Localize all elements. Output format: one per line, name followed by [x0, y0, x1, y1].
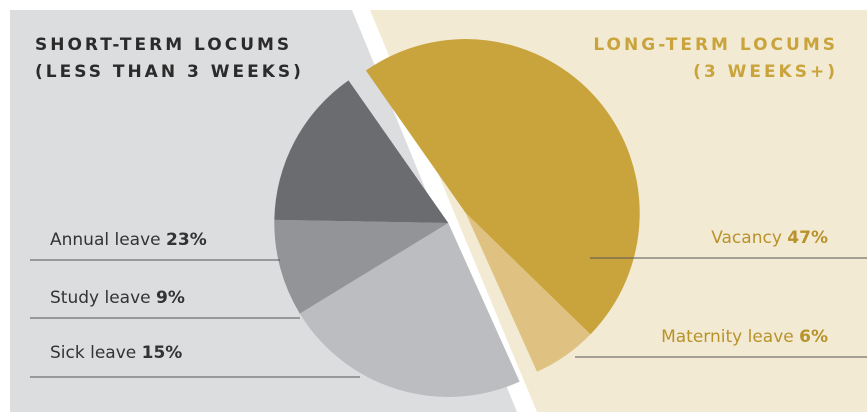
value-label: 15%	[142, 343, 183, 363]
slice-label: Vacancy 47%	[711, 228, 828, 248]
pie-slice	[274, 219, 449, 314]
value-label: 6%	[799, 327, 828, 347]
slice-label: Annual leave 23%	[50, 230, 207, 250]
slice-label: Study leave 9%	[50, 288, 185, 308]
group-title: (LESS THAN 3 WEEKS)	[35, 62, 304, 82]
slice-label: Sick leave 15%	[50, 343, 182, 363]
group-title: SHORT-TERM LOCUMS	[35, 35, 292, 55]
group-title: LONG-TERM LOCUMS	[593, 35, 838, 55]
category-name: Annual leave	[50, 230, 161, 250]
category-name: Maternity leave	[661, 327, 794, 347]
group-title: (3 WEEKS+)	[693, 62, 838, 82]
value-label: 23%	[166, 230, 207, 250]
pie-slice	[274, 80, 449, 223]
value-label: 47%	[787, 228, 828, 248]
category-name: Vacancy	[711, 228, 782, 248]
slice-label: Maternity leave 6%	[661, 327, 828, 347]
category-name: Sick leave	[50, 343, 136, 363]
pie-slice	[299, 222, 520, 397]
value-label: 9%	[156, 288, 185, 308]
pie	[274, 39, 640, 397]
pie-slice	[365, 39, 640, 335]
category-name: Study leave	[50, 288, 151, 308]
pie-slice	[465, 213, 591, 372]
